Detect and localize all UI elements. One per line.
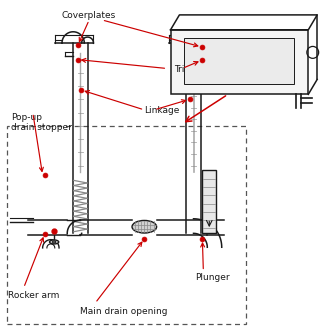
Text: Pop-up
drain stopper: Pop-up drain stopper [11,113,72,132]
Text: Linkage: Linkage [144,106,180,116]
Text: Trip lever: Trip lever [174,65,216,74]
Ellipse shape [132,220,157,233]
FancyBboxPatch shape [171,30,308,94]
Text: Main drain opening: Main drain opening [80,307,168,316]
Text: Rocker arm: Rocker arm [8,291,60,300]
Ellipse shape [52,241,56,243]
Text: Coverplates: Coverplates [61,11,116,20]
FancyBboxPatch shape [202,170,216,233]
Bar [7,126,246,324]
FancyBboxPatch shape [184,38,294,84]
Text: Plunger: Plunger [195,273,230,282]
Ellipse shape [50,240,59,244]
